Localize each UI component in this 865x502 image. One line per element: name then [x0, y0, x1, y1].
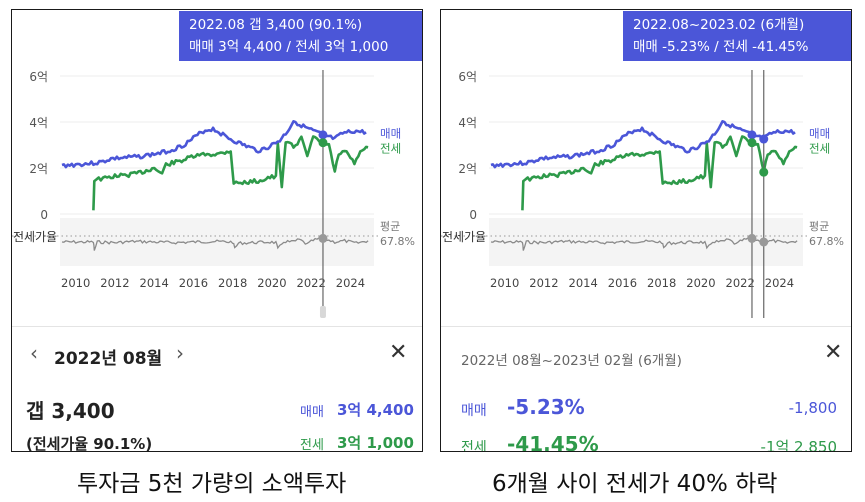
- y-tick-label: 0: [40, 208, 48, 222]
- ratio-line: [490, 236, 798, 251]
- jeonse-label: 전세: [461, 440, 487, 452]
- sale-point-marker: [318, 130, 328, 140]
- chart-svg-left[interactable]: 6억 4억 2억 0 2010 2012 2014 2016 2018 2020 2022 2024 전…: [12, 10, 423, 325]
- ratio-point-marker: [747, 233, 757, 243]
- jeonse-series-label: 전세: [380, 141, 401, 155]
- jeonse-series-line: [521, 135, 798, 211]
- x-tick-label: 2024: [765, 276, 794, 290]
- sale-point-marker: [747, 130, 757, 140]
- avg-value-label: 67.8%: [809, 235, 844, 248]
- sale-label: 매매: [300, 405, 324, 420]
- x-tick-label: 2016: [608, 276, 637, 290]
- jeonse-change-pct: -41.45%: [507, 432, 599, 452]
- y-tick-label: 2억: [29, 162, 48, 176]
- sale-series-line: [61, 120, 367, 169]
- avg-label: 평균: [380, 220, 400, 233]
- x-tick-label: 2014: [569, 276, 598, 290]
- sale-series-line: [490, 120, 796, 169]
- avg-label: 평균: [809, 220, 829, 233]
- jeonse-label: 전세: [300, 438, 324, 452]
- ratio-point-marker: [318, 233, 328, 243]
- tooltip-line1: 2022.08 갭 3,400 (90.1%): [189, 17, 363, 33]
- chart-svg-right[interactable]: 6억 4억 2억 0 2010 2012 2014 2016 2018 2020 2022 2024 전…: [441, 10, 852, 325]
- y-tick-label: 0: [469, 208, 477, 222]
- divider: [441, 326, 851, 327]
- caption-right: 6개월 사이 전세가 40% 하락: [492, 471, 778, 497]
- close-icon[interactable]: ✕: [824, 340, 843, 365]
- y-tick-label: 4억: [29, 116, 48, 130]
- x-tick-label: 2016: [179, 276, 208, 290]
- tooltip-line2: 매매 3억 4,400 / 전세 3억 1,000: [189, 39, 389, 55]
- y-tick-label: 2억: [458, 162, 477, 176]
- next-month-icon[interactable]: ›: [176, 341, 184, 365]
- price-chart-left[interactable]: 6억 4억 2억 0 2010 2012 2014 2016 2018 2020 2022 2024 전…: [12, 10, 422, 325]
- jeonse-point-marker: [318, 138, 328, 148]
- sale-point-marker: [759, 134, 769, 144]
- left-panel: 6억 4억 2억 0 2010 2012 2014 2016 2018 2020 2022 2024 전…: [11, 9, 423, 452]
- avg-value-label: 67.8%: [380, 235, 415, 248]
- y-tick-label: 6억: [29, 70, 48, 84]
- x-tick-label: 2014: [140, 276, 169, 290]
- jeonse-series-line: [92, 135, 369, 211]
- x-tick-label: 2010: [61, 276, 90, 290]
- gap-value: 갭 3,400: [26, 399, 115, 423]
- info-card: ‹ 2022년 08월 › ✕ 갭 3,400 (전세가율 90.1%) 매매 …: [12, 327, 422, 451]
- x-tick-label: 2020: [257, 276, 286, 290]
- jeonse-point-marker: [747, 138, 757, 148]
- range-handle: [319, 306, 326, 318]
- ratio-axis-label: 전세가율: [442, 230, 486, 244]
- y-tick-label: 6억: [458, 70, 477, 84]
- ratio-line: [61, 236, 369, 251]
- right-panel: 6억 4억 2억 0 2010 2012 2014 2016 2018 2020 2022 2024 전…: [440, 9, 852, 452]
- x-tick-label: 2018: [647, 276, 676, 290]
- x-tick-label: 2010: [490, 276, 519, 290]
- y-tick-label: 4억: [458, 116, 477, 130]
- x-tick-label: 2024: [336, 276, 365, 290]
- period-title: 2022년 08월: [54, 349, 163, 369]
- x-tick-label: 2018: [218, 276, 247, 290]
- chart-tooltip: 2022.08~2023.02 (6개월) 매매 -5.23% / 전세 -41…: [623, 11, 851, 61]
- sale-series-label: 매매: [380, 127, 401, 141]
- period-range: 2022년 08월~2023년 02월 (6개월): [461, 353, 682, 369]
- close-icon[interactable]: ✕: [389, 340, 408, 365]
- x-tick-label: 2012: [100, 276, 129, 290]
- x-tick-label: 2022: [726, 276, 755, 290]
- jeonse-ratio: (전세가율 90.1%): [26, 435, 153, 452]
- x-tick-label: 2012: [529, 276, 558, 290]
- jeonse-series-label: 전세: [809, 141, 830, 155]
- sale-value: 3억 4,400: [337, 401, 414, 419]
- tooltip-line2: 매매 -5.23% / 전세 -41.45%: [633, 39, 809, 55]
- jeonse-value: 3억 1,000: [337, 434, 414, 452]
- jeonse-change-amount: -1억 2,850: [760, 438, 837, 452]
- caption-left: 투자금 5천 가량의 소액투자: [77, 471, 347, 497]
- price-chart-right[interactable]: 6억 4억 2억 0 2010 2012 2014 2016 2018 2020 2022 2024 전…: [441, 10, 851, 325]
- ratio-point-marker: [759, 237, 769, 247]
- prev-month-icon[interactable]: ‹: [30, 341, 38, 365]
- sale-series-label: 매매: [809, 127, 830, 141]
- sale-label: 매매: [461, 403, 487, 419]
- sale-change-pct: -5.23%: [507, 395, 585, 419]
- x-tick-label: 2022: [297, 276, 326, 290]
- tooltip-line1: 2022.08~2023.02 (6개월): [633, 17, 805, 33]
- chart-tooltip: 2022.08 갭 3,400 (90.1%) 매매 3억 4,400 / 전세…: [179, 11, 422, 61]
- info-card: 2022년 08월~2023년 02월 (6개월) ✕ 매매 -5.23% -1…: [441, 327, 851, 451]
- sale-change-amount: -1,800: [788, 399, 837, 417]
- jeonse-point-marker: [759, 167, 769, 177]
- x-tick-label: 2020: [686, 276, 715, 290]
- ratio-axis-label: 전세가율: [13, 230, 57, 244]
- divider: [12, 326, 422, 327]
